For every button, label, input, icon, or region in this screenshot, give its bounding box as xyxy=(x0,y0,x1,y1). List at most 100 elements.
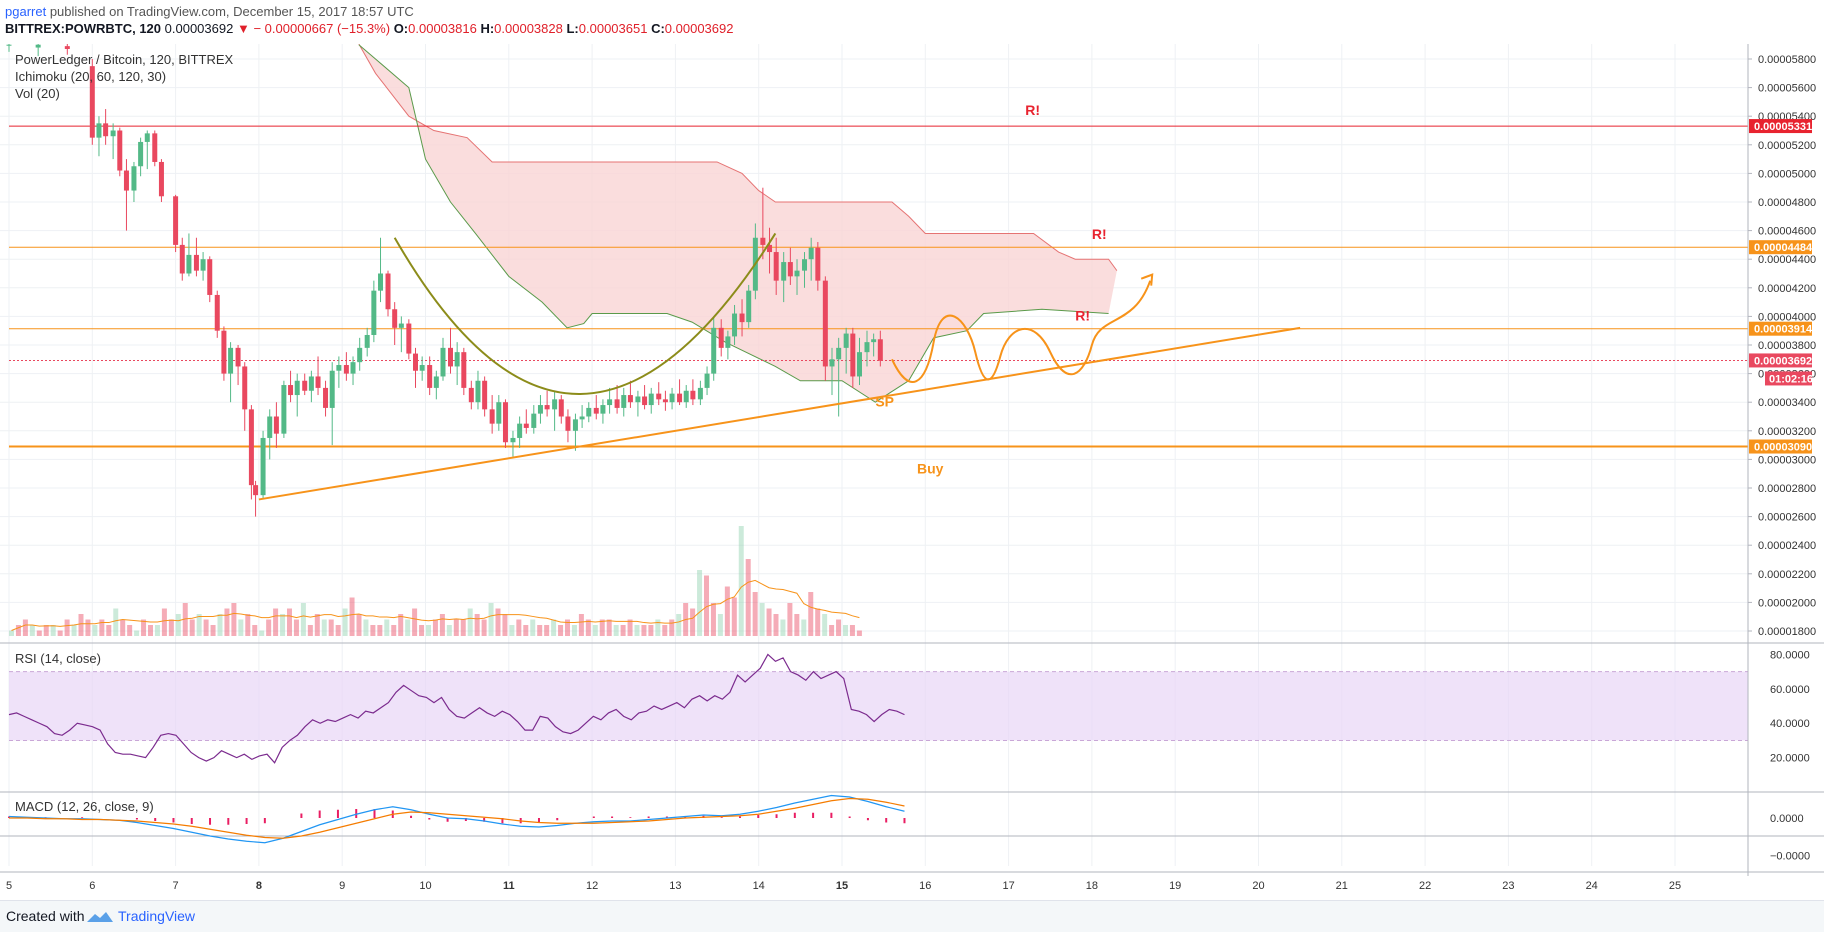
volume-bar xyxy=(203,619,209,636)
candle-body xyxy=(281,385,287,434)
candle-body xyxy=(294,380,300,396)
rsi-axis-tick: 60.0000 xyxy=(1770,684,1810,696)
time-axis-tick: 19 xyxy=(1169,880,1181,892)
time-axis-tick: 17 xyxy=(1002,880,1014,892)
volume-bar xyxy=(544,625,550,636)
volume-bar xyxy=(537,625,543,636)
time-axis-tick: 11 xyxy=(503,880,515,892)
candle-body xyxy=(586,407,592,417)
candle-body xyxy=(558,399,564,417)
legend-macd[interactable]: MACD (12, 26, close, 9) xyxy=(15,799,154,814)
volume-bar xyxy=(599,619,605,636)
volume-bar xyxy=(22,619,28,636)
tradingview-brand-link[interactable]: TradingView xyxy=(118,908,196,924)
time-axis-tick: 10 xyxy=(419,880,431,892)
candle-body xyxy=(669,393,675,403)
price-axis-tick: 0.00002600 xyxy=(1758,512,1816,524)
volume-bar xyxy=(99,619,105,636)
volume-bar xyxy=(822,614,828,636)
horizontal-levels xyxy=(9,125,1748,448)
candle-body xyxy=(228,347,234,374)
volume-bar xyxy=(175,614,181,636)
arrow-head-icon xyxy=(1140,273,1154,286)
volume-bar xyxy=(120,619,126,636)
candle-body xyxy=(711,327,717,374)
price-axis-tick: 0.00002800 xyxy=(1758,483,1816,495)
volume-bar xyxy=(342,608,348,636)
candle-body xyxy=(419,365,425,371)
volume-bar xyxy=(252,625,258,636)
volume-bar xyxy=(523,625,529,636)
volume-bar xyxy=(189,619,195,636)
volume-bar xyxy=(293,619,299,636)
price-label-box xyxy=(1749,321,1812,336)
cloud-fill xyxy=(358,44,1117,403)
volume-bar xyxy=(314,614,320,636)
price-label-text: 0.00003090 xyxy=(1754,442,1812,454)
time-axis-tick: 22 xyxy=(1419,880,1431,892)
price-label-box xyxy=(1749,240,1812,255)
candle-body xyxy=(648,393,654,406)
price-axis-tick: 0.00004000 xyxy=(1758,311,1816,323)
legend-vol[interactable]: Vol (20) xyxy=(15,86,60,101)
close-value: 0.00003692 xyxy=(664,21,734,36)
candle-body xyxy=(329,370,335,408)
candle-body xyxy=(781,262,787,281)
candle-body xyxy=(704,373,710,388)
price-axis-tick: 0.00005800 xyxy=(1758,54,1816,66)
candle-body xyxy=(350,362,356,374)
rsi-line xyxy=(8,653,905,764)
projected-path xyxy=(891,280,1152,383)
volume-bar xyxy=(439,614,445,636)
candle-body xyxy=(565,416,571,431)
axes: 0.000058000.000056000.000054000.00005200… xyxy=(0,44,1824,892)
candle-body xyxy=(537,405,543,414)
volume-bar xyxy=(210,625,216,636)
candle-body xyxy=(323,387,329,408)
volume-bar xyxy=(370,625,376,636)
legend-title[interactable]: PowerLedger / Bitcoin, 120, BITTREX xyxy=(15,52,234,67)
candle-body xyxy=(822,280,828,367)
time-axis-tick: 20 xyxy=(1252,880,1264,892)
high-label: H: xyxy=(480,21,495,36)
price-label-box xyxy=(1749,439,1812,454)
volume-bar xyxy=(849,625,855,636)
volume-bar xyxy=(273,608,279,636)
candle-body xyxy=(510,437,516,443)
candle-body xyxy=(207,259,213,295)
candle-body xyxy=(221,330,227,374)
volume-bar xyxy=(217,614,223,636)
candle-body xyxy=(96,123,102,138)
volume-bar xyxy=(808,592,814,636)
candle-body xyxy=(343,365,349,374)
candle-body xyxy=(572,419,578,431)
candle-body xyxy=(836,347,842,360)
author-link[interactable]: pgarret xyxy=(5,4,47,19)
time-axis-tick: 5 xyxy=(6,880,12,892)
candle-body xyxy=(856,352,862,377)
volume-bar xyxy=(36,630,42,636)
candle-body xyxy=(579,416,585,420)
legend-ichimoku[interactable]: Ichimoku (20, 60, 120, 30) xyxy=(15,69,166,84)
candle-body xyxy=(242,366,248,410)
time-axis-tick: 24 xyxy=(1586,880,1598,892)
close-label: C: xyxy=(651,21,665,36)
volume-bar xyxy=(641,625,647,636)
publish-info: pgarret published on TradingView.com, De… xyxy=(5,4,414,19)
candle-body xyxy=(502,402,508,443)
volume-bar xyxy=(655,619,661,636)
volume-bar xyxy=(29,625,35,636)
candle-body xyxy=(248,409,254,486)
volume-bar xyxy=(50,625,56,636)
candle-body xyxy=(787,262,793,277)
volume-bar xyxy=(620,625,626,636)
candle-body xyxy=(690,390,696,400)
legend-rsi[interactable]: RSI (14, close) xyxy=(15,651,101,666)
symbol-label[interactable]: BITTREX:POWRBTC, 120 xyxy=(5,21,162,36)
last-price: 0.00003692 xyxy=(164,21,234,36)
annotation-label: SP xyxy=(875,393,894,409)
volume-bar xyxy=(551,619,557,636)
volume-bar xyxy=(446,625,452,636)
low-value: 0.00003651 xyxy=(578,21,648,36)
